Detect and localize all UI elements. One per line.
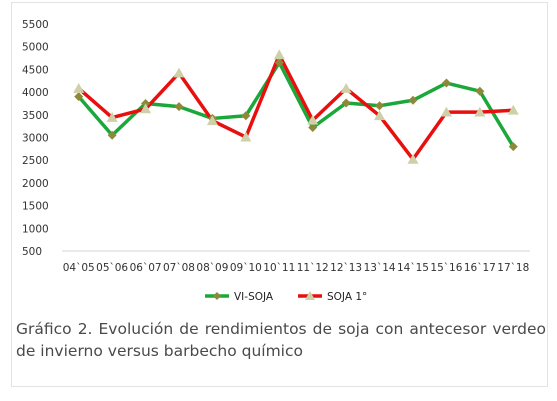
data-point-1 [273, 49, 285, 60]
data-point-1 [206, 115, 218, 126]
data-point-0 [274, 58, 284, 68]
line-chart: 500 1000 1500 2000 2500 3000 3500 4000 4500 5000 5… [22, 19, 530, 303]
data-point-0 [74, 92, 84, 102]
x-tick-label: 11`12 [297, 262, 329, 274]
data-point-1 [173, 67, 185, 78]
data-point-0 [174, 102, 184, 112]
y-tick-label: 500 [22, 246, 42, 258]
x-tick-label: 06`07 [130, 262, 162, 274]
x-tick-label: 13`14 [364, 262, 396, 274]
data-point-0 [241, 111, 251, 121]
y-tick-label: 3000 [22, 133, 49, 145]
data-point-0 [408, 95, 418, 105]
x-tick-label: 17`18 [497, 262, 529, 274]
y-tick-label: 1000 [22, 223, 49, 235]
data-point-0 [308, 123, 318, 133]
data-point-1 [374, 110, 386, 121]
x-tick-label: 12`13 [330, 262, 362, 274]
data-point-1 [507, 104, 519, 115]
y-tick-label: 2000 [22, 178, 49, 190]
x-tick-label: 14`15 [397, 262, 429, 274]
data-point-0 [475, 86, 485, 96]
y-tick-label: 5000 [22, 42, 49, 54]
series-line-1 [76, 53, 516, 162]
legend-label-1: SOJA 1° [327, 291, 367, 303]
y-tick-label: 2500 [22, 155, 49, 167]
y-tick-label: 1500 [22, 201, 49, 213]
data-point-1 [407, 153, 419, 164]
data-point-1 [474, 106, 486, 117]
x-tick-label: 16`17 [464, 262, 496, 274]
data-point-0 [107, 130, 117, 140]
data-point-0 [375, 101, 385, 111]
x-tick-label: 07`08 [163, 262, 195, 274]
x-tick-label: 09`10 [230, 262, 262, 274]
y-tick-label: 3500 [22, 110, 49, 122]
x-tick-label: 15`16 [430, 262, 462, 274]
legend-label-0: VI-SOJA [234, 291, 274, 303]
legend-marker-0 [213, 292, 221, 300]
x-tick-label: 05`06 [96, 262, 128, 274]
data-point-1 [440, 106, 452, 117]
data-point-1 [340, 82, 352, 93]
y-tick-label: 5500 [22, 19, 49, 31]
data-point-1 [240, 131, 252, 142]
legend-marker-1 [305, 291, 315, 300]
data-point-1 [307, 114, 319, 125]
data-point-1 [106, 112, 118, 122]
x-tick-label: 10`11 [263, 262, 295, 274]
data-point-1 [140, 103, 152, 114]
y-tick-label: 4000 [22, 87, 49, 99]
data-point-0 [441, 78, 451, 88]
x-tick-label: 08`09 [196, 262, 228, 274]
x-tick-label: 04`05 [63, 262, 95, 274]
data-point-0 [508, 142, 518, 152]
data-point-1 [73, 82, 85, 93]
chart-caption: Gráfico 2. Evolución de rendimientos de … [16, 320, 546, 360]
y-tick-label: 4500 [22, 64, 49, 76]
data-point-0 [341, 98, 351, 108]
